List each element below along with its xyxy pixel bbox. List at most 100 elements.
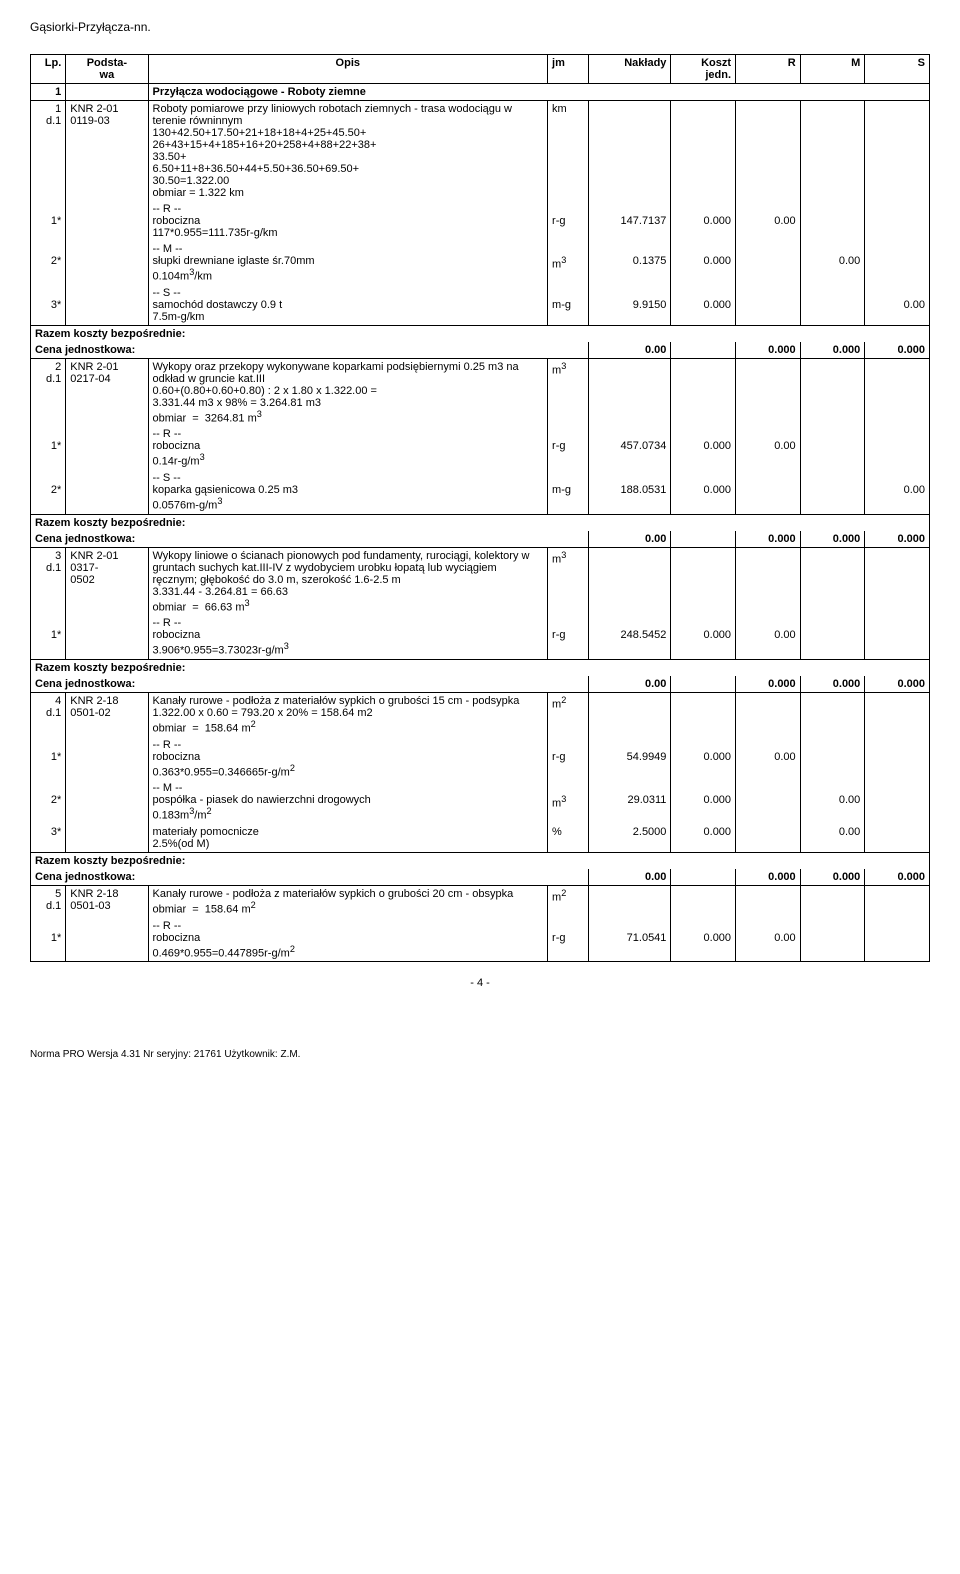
cena-r: 0.000 [736, 869, 801, 886]
cena-m: 0.000 [800, 531, 865, 548]
cell: 9.9150 [589, 285, 671, 326]
razem-row: Razem koszty bezpośrednie: [31, 852, 930, 869]
cell: r-g [548, 737, 589, 781]
razem-label: Razem koszty bezpośrednie: [31, 325, 930, 342]
cell: m-g [548, 285, 589, 326]
razem-row: Razem koszty bezpośrednie: [31, 325, 930, 342]
cell: 1* [31, 918, 66, 962]
cell: 0.000 [671, 470, 736, 514]
cena-row: Cena jednostkowa: 0.00 0.000 0.000 0.000 [31, 342, 930, 359]
h-koszt: Koszt jedn. [671, 55, 736, 84]
cell [800, 426, 865, 470]
item-opis: Kanały rurowe - podłoża z materiałów syp… [148, 885, 548, 917]
section-lp: 1 [31, 84, 66, 101]
cell: 2* [31, 470, 66, 514]
cell: 0.00 [736, 426, 801, 470]
item-m [800, 101, 865, 202]
cell [865, 824, 930, 853]
cell: 0.000 [671, 201, 736, 241]
cell [865, 885, 930, 917]
cell: 0.00 [736, 615, 801, 659]
cell: -- R --robocizna0.14r-g/m3 [148, 426, 548, 470]
cell: r-g [548, 426, 589, 470]
doc-title: Gąsiorki-Przyłącza-nn. [30, 20, 930, 34]
cell: 188.0531 [589, 470, 671, 514]
item-lp: 3 d.1 [31, 547, 66, 615]
table-row: 1* -- R --robocizna0.363*0.955=0.346665r… [31, 737, 930, 781]
item-lp: 5 d.1 [31, 885, 66, 917]
cell [671, 342, 736, 359]
cell [671, 692, 736, 736]
cena-row: Cena jednostkowa: 0.00 0.000 0.000 0.000 [31, 676, 930, 693]
h-naklady: Nakłady [589, 55, 671, 84]
cell [736, 285, 801, 326]
cell: -- R --robocizna0.469*0.955=0.447895r-g/… [148, 918, 548, 962]
razem-label: Razem koszty bezpośrednie: [31, 514, 930, 531]
cell [736, 780, 801, 824]
cell [800, 737, 865, 781]
item-podstawa: KNR 2-01 0119-03 [66, 101, 148, 202]
cell: 54.9949 [589, 737, 671, 781]
item-koszt [671, 101, 736, 202]
table-row: 1* -- R --robocizna0.469*0.955=0.447895r… [31, 918, 930, 962]
cena-m: 0.000 [800, 869, 865, 886]
cell: 71.0541 [589, 918, 671, 962]
cell [736, 885, 801, 917]
cena-val: 0.00 [589, 342, 671, 359]
cell: 3* [31, 824, 66, 853]
cell [736, 241, 801, 285]
h-lp: Lp. [31, 55, 66, 84]
table-row: 1* -- R --robocizna3.906*0.955=3.73023r-… [31, 615, 930, 659]
cell: r-g [548, 201, 589, 241]
cell: 1* [31, 737, 66, 781]
cell: -- S --koparka gąsienicowa 0.25 m30.0576… [148, 470, 548, 514]
cell: -- R --robocizna3.906*0.955=3.73023r-g/m… [148, 615, 548, 659]
cell: 2* [31, 241, 66, 285]
cell: 0.000 [671, 241, 736, 285]
cell: -- R -- robocizna 117*0.955=111.735r-g/k… [148, 201, 548, 241]
section-opis: Przyłącza wodociągowe - Roboty ziemne [148, 84, 930, 101]
table-row: 1* -- R --robocizna0.14r-g/m3 r-g 457.07… [31, 426, 930, 470]
cell [800, 885, 865, 917]
cell [589, 547, 671, 615]
cell: 457.0734 [589, 426, 671, 470]
item-jm: m3 [548, 547, 589, 615]
cena-s: 0.000 [865, 676, 930, 693]
cell: 0.00 [736, 737, 801, 781]
table-row: 4 d.1 KNR 2-18 0501-02 Kanały rurowe - p… [31, 692, 930, 736]
cell: 1* [31, 426, 66, 470]
cell [671, 869, 736, 886]
cell [736, 358, 801, 426]
razem-row: Razem koszty bezpośrednie: [31, 659, 930, 676]
cell [800, 547, 865, 615]
item-podstawa: KNR 2-18 0501-03 [66, 885, 148, 917]
cell: 3* [31, 285, 66, 326]
h-s: S [865, 55, 930, 84]
table-row: 2 d.1 KNR 2-01 0217-04 Wykopy oraz przek… [31, 358, 930, 426]
cell: m-g [548, 470, 589, 514]
cell [589, 885, 671, 917]
cena-label: Cena jednostkowa: [31, 342, 589, 359]
cell: 147.7137 [589, 201, 671, 241]
h-m: M [800, 55, 865, 84]
cell [589, 692, 671, 736]
table-row: 3 d.1 KNR 2-01 0317- 0502 Wykopy liniowe… [31, 547, 930, 615]
razem-row: Razem koszty bezpośrednie: [31, 514, 930, 531]
cell [800, 615, 865, 659]
cena-label: Cena jednostkowa: [31, 869, 589, 886]
cell: 2.5000 [589, 824, 671, 853]
item-opis: Roboty pomiarowe przy liniowych robotach… [148, 101, 548, 202]
cell: -- S -- samochód dostawczy 0.9 t 7.5m-g/… [148, 285, 548, 326]
item-opis: Wykopy oraz przekopy wykonywane koparkam… [148, 358, 548, 426]
header-row: Lp. Podsta- wa Opis jm Nakłady Koszt jed… [31, 55, 930, 84]
cena-val: 0.00 [589, 676, 671, 693]
estimate-table: Lp. Podsta- wa Opis jm Nakłady Koszt jed… [30, 54, 930, 962]
cell: 1* [31, 201, 66, 241]
cena-row: Cena jednostkowa: 0.00 0.000 0.000 0.000 [31, 869, 930, 886]
item-opis: Wykopy liniowe o ścianach pionowych pod … [148, 547, 548, 615]
cell [800, 201, 865, 241]
cell: r-g [548, 615, 589, 659]
section-row: 1 Przyłącza wodociągowe - Roboty ziemne [31, 84, 930, 101]
item-naklady [589, 101, 671, 202]
cena-label: Cena jednostkowa: [31, 676, 589, 693]
